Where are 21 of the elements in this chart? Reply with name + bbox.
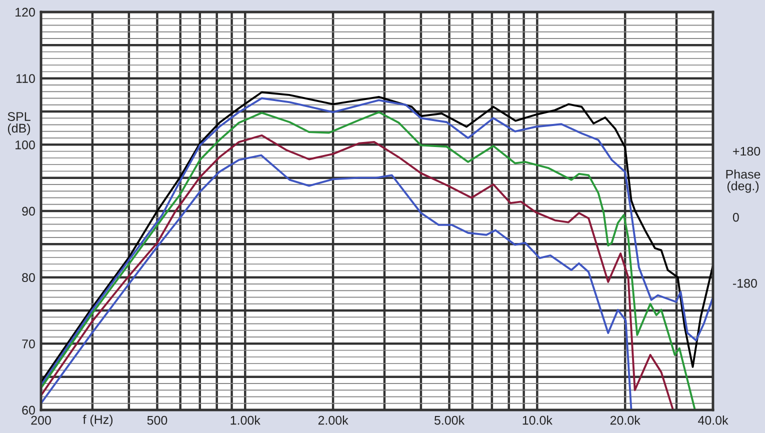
y2-axis-title: Phase (deg.) [726,170,760,193]
y-tick-label: 60 [22,406,35,415]
x-tick-label: 2.00k [318,416,348,425]
y2-tick-label: -180 [733,278,757,288]
x-tick-label: 200 [31,416,51,425]
y-tick-label: 90 [22,206,35,216]
x-tick-label: 1.00k [230,416,260,425]
x-tick-label: 20.0k [610,416,640,425]
x-tick-label: 10.0k [522,416,552,425]
y-tick-label: 110 [16,74,35,83]
x-tick-label: 40.0k [698,416,728,425]
y-tick-label: 120 [16,8,35,17]
x-axis-title: f (Hz) [82,414,112,426]
y-tick-label: 100 [16,140,35,150]
y-tick-label: 80 [22,273,35,282]
y-axis-title: SPL (dB) [8,112,30,136]
x-tick-label: 5.00k [434,416,465,425]
x-tick-label: 500 [147,416,168,425]
y2-tick-label: +180 [733,146,760,156]
y2-tick-label: 0 [732,212,739,222]
y-tick-label: 70 [22,339,35,348]
